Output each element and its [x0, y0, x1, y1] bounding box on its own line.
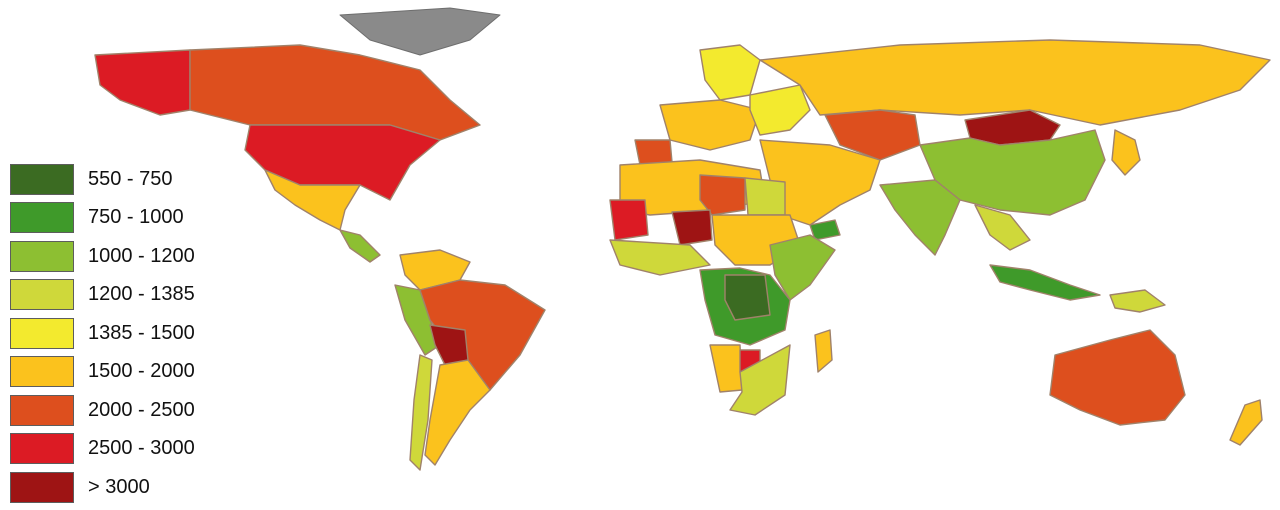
region-mauritania	[609, 199, 649, 241]
region-central-america	[339, 229, 381, 263]
region-yemen	[809, 219, 841, 241]
map-legend: 550 - 750 750 - 1000 1000 - 1200 1200 - 138…	[10, 160, 195, 507]
legend-label: 550 - 750	[88, 167, 173, 190]
legend-label: 1200 - 1385	[88, 283, 195, 306]
region-niger	[671, 209, 713, 246]
region-congo-drc	[724, 274, 771, 321]
legend-label: 2500 - 3000	[88, 437, 195, 460]
region-greenland	[339, 7, 501, 56]
legend-item: 550 - 750	[10, 160, 195, 199]
legend-item: > 3000	[10, 468, 195, 507]
region-southeast-asia	[974, 204, 1031, 251]
region-argentina-chile	[424, 359, 491, 466]
region-eastern-europe	[749, 84, 811, 136]
legend-item: 2500 - 3000	[10, 430, 195, 469]
region-new-zealand	[1229, 399, 1263, 446]
region-papua	[1109, 289, 1166, 313]
legend-swatch	[10, 471, 74, 503]
legend-swatch	[10, 202, 74, 234]
legend-label: 750 - 1000	[88, 206, 184, 229]
region-namibia	[709, 344, 743, 393]
legend-label: 1000 - 1200	[88, 244, 195, 267]
legend-swatch	[10, 394, 74, 426]
region-iberia	[634, 139, 673, 166]
region-bolivia	[429, 324, 469, 366]
region-indonesia	[989, 264, 1101, 301]
region-west-africa	[609, 239, 711, 276]
region-southern-africa	[729, 344, 791, 416]
legend-swatch	[10, 163, 74, 195]
region-usa	[244, 124, 441, 201]
legend-item: 1500 - 2000	[10, 353, 195, 392]
region-japan	[1111, 129, 1141, 176]
legend-swatch	[10, 317, 74, 349]
legend-item: 1200 - 1385	[10, 276, 195, 315]
legend-label: 1385 - 1500	[88, 321, 195, 344]
legend-swatch	[10, 240, 74, 272]
legend-label: > 3000	[88, 475, 150, 498]
region-libya	[699, 174, 746, 216]
region-alaska	[94, 49, 191, 116]
region-scandinavia	[699, 44, 761, 101]
region-egypt	[744, 177, 786, 216]
region-east-africa	[769, 234, 836, 301]
legend-swatch	[10, 433, 74, 465]
region-australia	[1049, 329, 1186, 426]
region-india	[879, 179, 961, 256]
legend-label: 2000 - 2500	[88, 398, 195, 421]
legend-item: 1000 - 1200	[10, 237, 195, 276]
legend-item: 2000 - 2500	[10, 391, 195, 430]
region-madagascar	[814, 329, 833, 373]
region-western-europe	[659, 99, 761, 151]
legend-swatch	[10, 279, 74, 311]
region-canada	[189, 44, 481, 141]
legend-label: 1500 - 2000	[88, 360, 195, 383]
legend-item: 750 - 1000	[10, 199, 195, 238]
legend-swatch	[10, 356, 74, 388]
region-chile	[409, 354, 433, 471]
legend-item: 1385 - 1500	[10, 314, 195, 353]
